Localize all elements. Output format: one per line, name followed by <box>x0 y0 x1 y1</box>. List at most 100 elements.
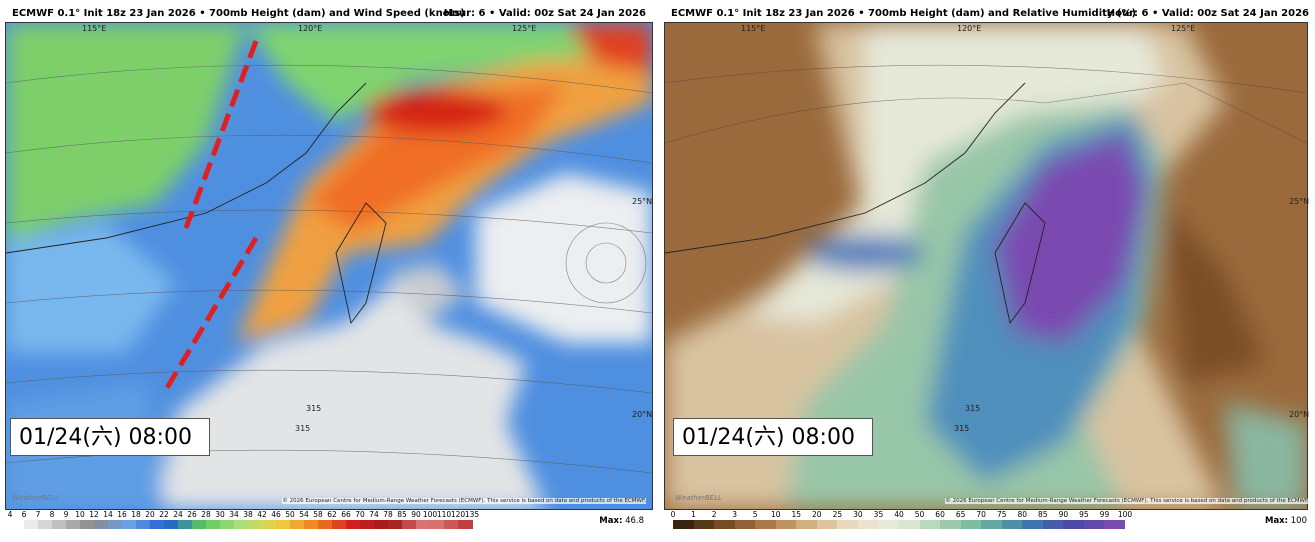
colorbar-label: 38 <box>243 510 253 519</box>
colorbar-label: 25 <box>832 510 843 519</box>
watermark: WeatherBELL <box>12 494 59 502</box>
colorbar-segment <box>430 520 445 529</box>
colorbar-label: 30 <box>853 510 863 519</box>
colorbar-label: 20 <box>145 510 155 519</box>
header-title: ECMWF 0.1° Init 18z 23 Jan 2026 • 700mb … <box>671 8 1137 19</box>
colorbar-segment <box>734 520 756 529</box>
colorbar-label: 85 <box>397 510 407 519</box>
colorbar-segment <box>262 520 277 529</box>
colorbar-label: 2 <box>711 510 717 519</box>
colorbar-segment <box>192 520 207 529</box>
colorbar-label: 40 <box>894 510 904 519</box>
lat-label: 20°N <box>632 410 653 419</box>
time-box: 01/24(六) 08:00 <box>10 418 210 456</box>
colorbar-segment <box>919 520 941 529</box>
colorbar-segment <box>94 520 109 529</box>
colorbar-segment <box>444 520 459 529</box>
colorbar-segment <box>304 520 319 529</box>
contour-label: 315 <box>295 424 311 433</box>
colorbar-segment <box>276 520 291 529</box>
colorbar-segment <box>388 520 403 529</box>
lon-label: 125°E <box>512 24 537 33</box>
colorbar-label: 28 <box>201 510 211 519</box>
lat-label: 20°N <box>1289 410 1310 419</box>
colorbar-segment <box>981 520 1003 529</box>
colorbar-label: 58 <box>313 510 323 519</box>
colorbar-segment <box>458 520 473 529</box>
header-valid: Hour: 6 • Valid: 00z Sat 24 Jan 2026 <box>443 8 646 19</box>
colorbar-segment <box>52 520 67 529</box>
colorbar-segment <box>80 520 95 529</box>
colorbar-segment <box>220 520 235 529</box>
colorbar-segment <box>796 520 818 529</box>
colorbar-label: 6 <box>21 510 27 519</box>
colorbar-label: 30 <box>215 510 225 519</box>
colorbar-label: 85 <box>1038 510 1048 519</box>
colorbar-label: 70 <box>355 510 365 519</box>
colorbar-label: 90 <box>1058 510 1069 519</box>
colorbar-segment <box>332 520 347 529</box>
contour-label: 315 <box>965 404 981 413</box>
time-box: 01/24(六) 08:00 <box>673 418 873 456</box>
panel: ECMWF 0.1° Init 18z 23 Jan 2026 • 700mb … <box>663 0 1315 542</box>
colorbar-label: 14 <box>103 510 113 519</box>
colorbar-segment <box>150 520 165 529</box>
colorbar-label: 78 <box>383 510 393 519</box>
colorbar-label: 70 <box>976 510 986 519</box>
lat-label: 25°N <box>632 197 653 206</box>
copyright: © 2026 European Centre for Medium-Range … <box>945 498 1309 504</box>
colorbar-label: 26 <box>187 510 197 519</box>
panel: ECMWF 0.1° Init 18z 23 Jan 2026 • 700mb … <box>0 0 653 542</box>
colorbar <box>10 520 473 529</box>
lon-label: 115°E <box>741 24 766 33</box>
colorbar-segment <box>1063 520 1085 529</box>
colorbar-segment <box>816 520 838 529</box>
colorbar-label: 100 <box>422 510 438 519</box>
max: Max: 46.8 <box>599 516 644 526</box>
lon-label: 120°E <box>298 24 323 33</box>
colorbar-segment <box>899 520 921 529</box>
colorbar-label: 7 <box>35 510 41 519</box>
colorbar-label: 62 <box>327 510 337 519</box>
header-valid: Hour: 6 • Valid: 00z Sat 24 Jan 2026 <box>1106 8 1309 19</box>
lon-label: 125°E <box>1171 24 1196 33</box>
colorbar-label: 10 <box>770 510 781 519</box>
colorbar <box>673 520 1126 529</box>
contour-label: 315 <box>306 404 322 413</box>
colorbar-segment <box>66 520 81 529</box>
colorbar-segment <box>346 520 361 529</box>
colorbar-segment <box>1104 520 1126 529</box>
max: Max: 100 <box>1265 516 1307 526</box>
lon-label: 120°E <box>957 24 982 33</box>
colorbar-label: 9 <box>63 510 69 519</box>
colorbar-segment <box>837 520 859 529</box>
colorbar-segment <box>234 520 249 529</box>
colorbar-segment <box>1083 520 1105 529</box>
colorbar-segment <box>1042 520 1064 529</box>
colorbar-segment <box>318 520 333 529</box>
colorbar-segment <box>122 520 137 529</box>
max-label: Max: <box>1264 516 1289 526</box>
colorbar-segment <box>416 520 431 529</box>
colorbar-label: 90 <box>411 510 421 519</box>
colorbar-segment <box>960 520 982 529</box>
colorbar-label: 5 <box>752 510 758 519</box>
colorbar-segment <box>206 520 221 529</box>
colorbar-label: 60 <box>935 510 945 519</box>
colorbar-label: 18 <box>131 510 141 519</box>
colorbar-label: 20 <box>812 510 822 519</box>
colorbar-segment <box>1001 520 1023 529</box>
colorbar-label: 22 <box>159 510 169 519</box>
colorbar-label: 50 <box>285 510 295 519</box>
colorbar-label: 34 <box>229 510 239 519</box>
colorbar-label: 100 <box>1117 510 1133 519</box>
colorbar-label: 12 <box>89 510 99 519</box>
colorbar-label: 24 <box>173 510 183 519</box>
colorbar-segment <box>248 520 263 529</box>
colorbar-segment <box>693 520 715 529</box>
colorbar-segment <box>402 520 417 529</box>
colorbar-label: 50 <box>914 510 925 519</box>
colorbar-label: 10 <box>75 510 85 519</box>
contour-label: 315 <box>954 424 970 433</box>
